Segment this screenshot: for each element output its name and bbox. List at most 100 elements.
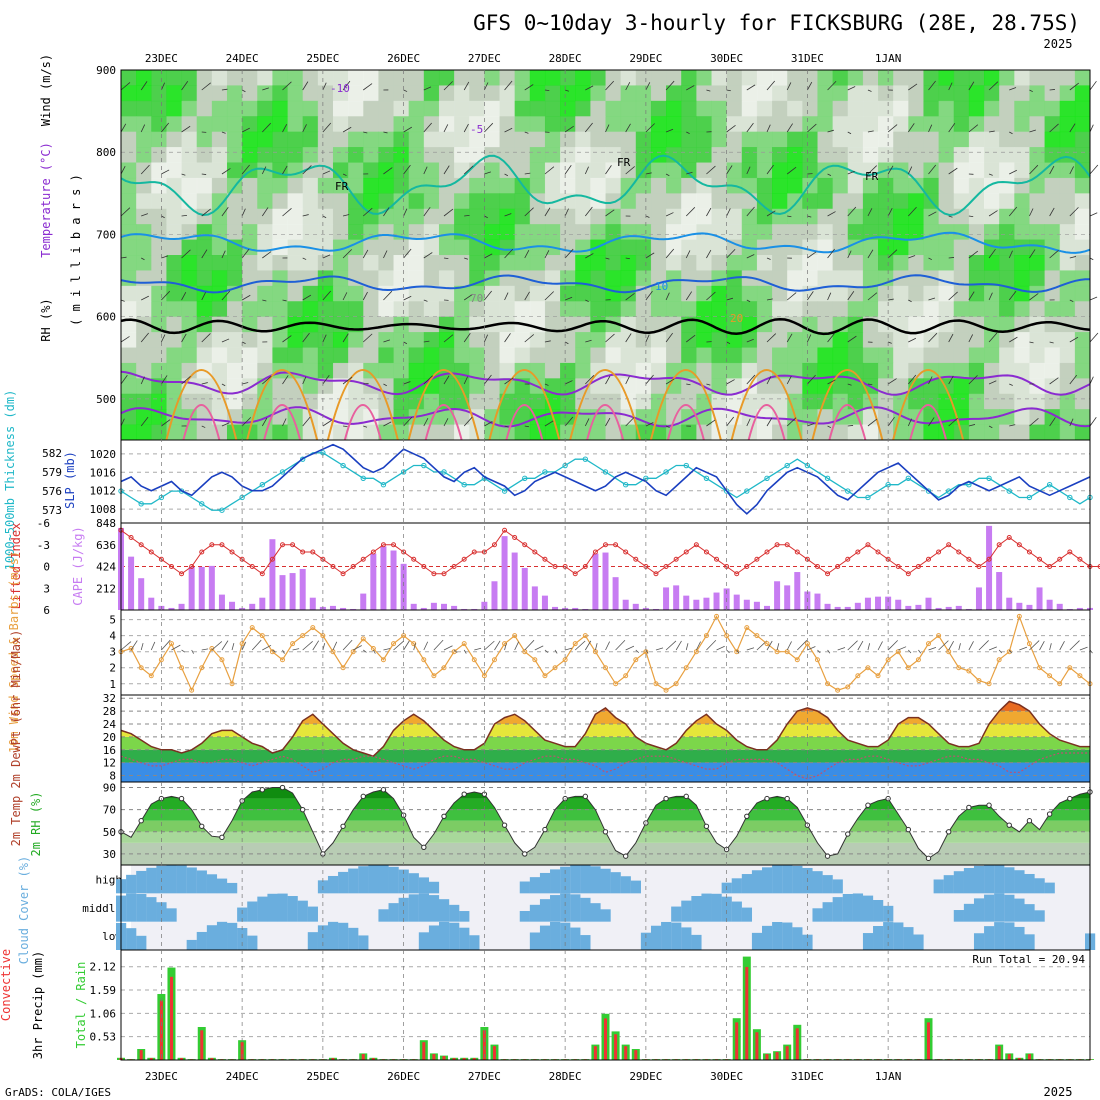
wind-barb (827, 80, 837, 91)
li-point (814, 564, 820, 569)
rh-cell (136, 224, 152, 241)
rh-cell (681, 255, 697, 271)
wind-speed-point (613, 681, 619, 687)
wind-barb (242, 382, 249, 385)
rh-cell (226, 208, 243, 225)
rh-cell (484, 285, 501, 302)
wind-barb (968, 424, 976, 427)
wind-barb (1029, 89, 1033, 93)
surface-wind-barb (766, 640, 773, 651)
cloud-cover-bar (600, 909, 611, 922)
wind-barb (322, 290, 332, 301)
wind-barb (686, 334, 696, 343)
rh-cell (953, 378, 970, 395)
rh-cell (469, 362, 485, 379)
cloud-cover-bar (832, 897, 843, 922)
rh-cell (211, 347, 228, 364)
rh-cell (605, 285, 622, 302)
rh-cell (802, 193, 818, 210)
rh-cell (499, 116, 516, 133)
wind-speed-point (340, 665, 346, 671)
li-point (330, 564, 336, 569)
rh-cell (817, 362, 834, 379)
rh-cell (136, 116, 152, 133)
cloud-cover-bar (247, 935, 258, 950)
rh-cell (666, 131, 682, 148)
rh-cell (696, 131, 712, 148)
rh-cell (469, 208, 485, 225)
rh-cell (847, 147, 864, 163)
wind-barb (221, 168, 231, 175)
surface-wind-barb (554, 649, 558, 654)
rh-cell (847, 70, 864, 86)
rh-cell (272, 424, 289, 441)
rh-cell (938, 100, 955, 117)
rh-cell (151, 116, 167, 133)
rh-cell (393, 255, 410, 271)
wind-speed-point (512, 633, 518, 639)
wind-barb (827, 425, 832, 429)
cloud-cover-bar (348, 868, 359, 894)
rh-cell (575, 116, 591, 133)
wind-barb (787, 215, 792, 218)
rh-cell (711, 70, 728, 86)
cape-bar (390, 550, 397, 610)
wind-barb (988, 292, 993, 301)
wind-speed-point (391, 641, 397, 647)
rh-cell (1074, 224, 1091, 241)
rh-cell (242, 285, 258, 302)
surface-wind-barb (191, 649, 194, 654)
rh-cell (908, 100, 924, 117)
slp-tick-label: 1016 (90, 466, 117, 479)
wind-barb (464, 215, 470, 217)
rh-cell (1029, 409, 1046, 426)
rh-cell (575, 270, 591, 287)
rh-cell (560, 147, 576, 163)
wind-tick-label: 2 (109, 662, 116, 675)
surface-wind-barb (463, 649, 467, 654)
wind-barb (564, 296, 573, 301)
rh-cell (862, 147, 879, 163)
rh-cell (544, 147, 561, 163)
rh-cell (499, 301, 516, 318)
rh-cell (1044, 347, 1061, 364)
wind-barb (342, 173, 347, 176)
cloud-cover-bar (550, 895, 561, 922)
wind-barb (605, 124, 610, 133)
surface-wind-barb (857, 640, 864, 651)
rh-cell (1074, 332, 1091, 348)
rh-cell (787, 270, 803, 287)
surface-wind-barb (655, 647, 664, 651)
wind-barb (484, 82, 489, 91)
rh-cell (499, 131, 516, 148)
wind-barb (625, 292, 635, 301)
li-point (875, 549, 881, 555)
cloud-cover-bar (671, 906, 682, 922)
wind-barb (120, 123, 127, 133)
rh-cell (938, 347, 955, 364)
precip-tick-label: 1.59 (90, 984, 117, 997)
rh-cell (741, 85, 758, 102)
rh-cell (847, 85, 864, 102)
rh-cell (878, 85, 894, 102)
rh-cell (711, 378, 728, 395)
wind-barb (362, 249, 369, 259)
rh-cell (1014, 362, 1030, 379)
wind-speed-point (189, 687, 195, 693)
rh-cell (438, 131, 455, 148)
cloud-cover-bar (590, 903, 601, 922)
rh-cell (620, 70, 637, 86)
precip-tick-label: 2.12 (90, 961, 117, 974)
wind-speed-point (249, 625, 255, 631)
rh-cell (772, 131, 788, 148)
cloud-cover-bar (267, 893, 278, 922)
rh-cell (802, 270, 818, 287)
rh-cell (544, 177, 561, 194)
rh-cell (953, 85, 970, 102)
li-point (1077, 556, 1083, 562)
wind-barb (746, 166, 751, 175)
rh-cell (817, 193, 834, 210)
li-point (744, 564, 750, 569)
rh-cell (1014, 270, 1030, 287)
wind-barb (766, 333, 777, 343)
